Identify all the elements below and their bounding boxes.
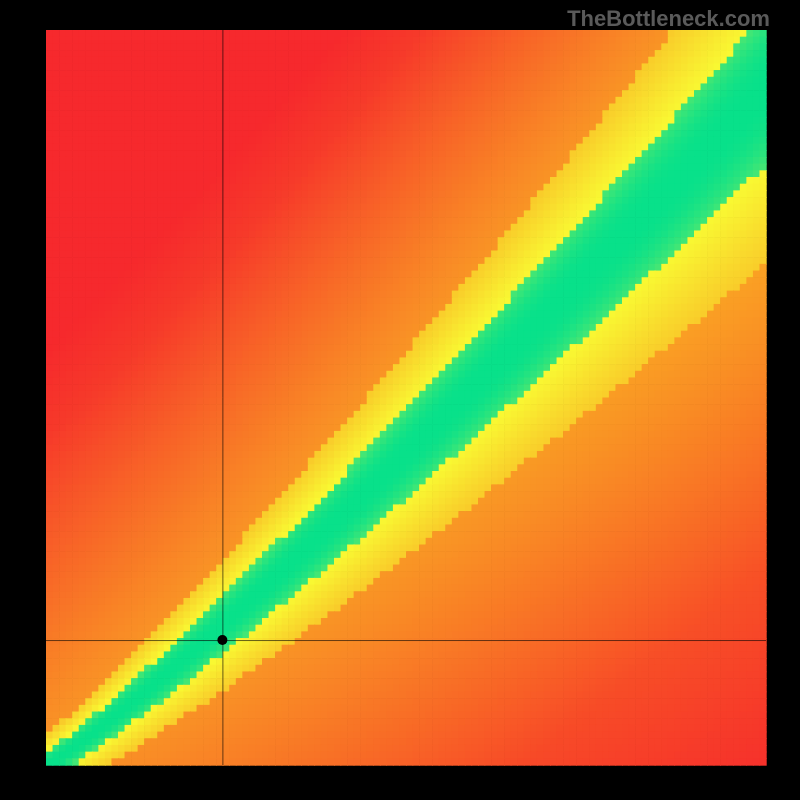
chart-container: TheBottleneck.com [0, 0, 800, 800]
watermark-text: TheBottleneck.com [567, 6, 770, 32]
overlay-canvas [0, 0, 800, 800]
